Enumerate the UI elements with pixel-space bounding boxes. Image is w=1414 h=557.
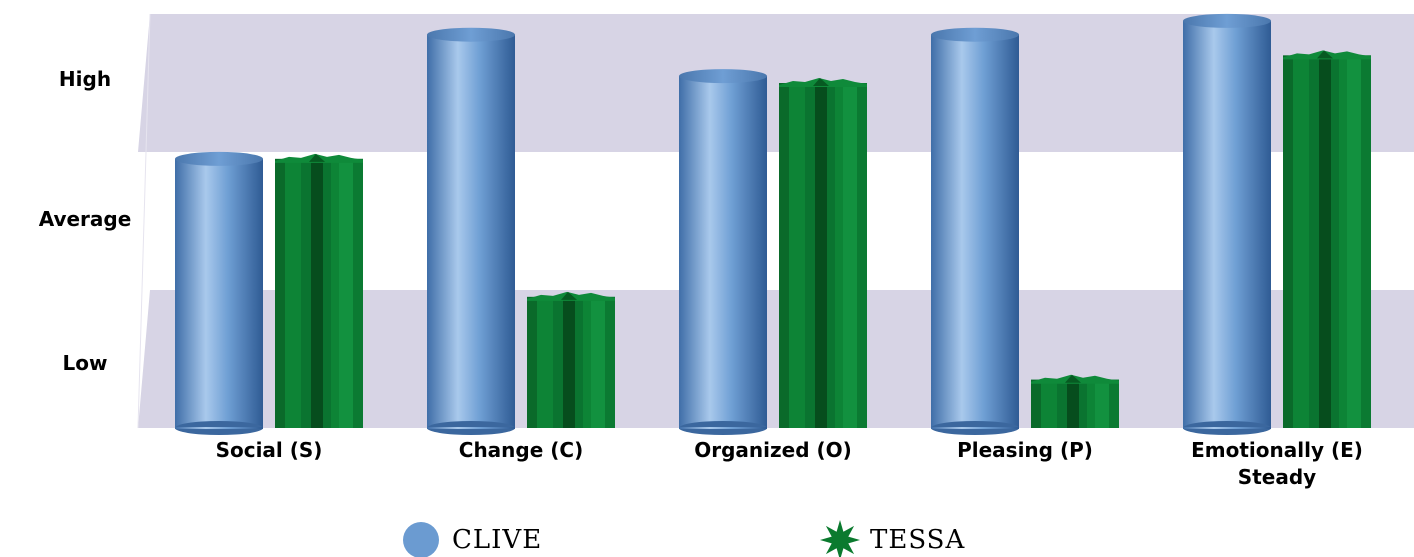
y-band-labels: Low Average High [39,67,132,375]
bar-tessa-3 [1031,374,1119,428]
band-edge [137,13,151,429]
bar-tessa-2 [779,78,867,428]
bar-clive-2 [679,69,767,435]
bar-clive-4 [1183,13,1271,435]
category-label-0: Social (S) [216,438,323,462]
legend-label-clive: CLIVE [452,525,542,555]
category-label-4: Emotionally (E) [1191,438,1363,462]
bar-tessa-1 [527,291,615,428]
legend-item-clive: CLIVE [403,522,542,557]
category-label-4-line1: Steady [1238,465,1316,489]
bar-tessa-0 [275,153,363,428]
category-label-3: Pleasing (P) [957,438,1093,462]
legend-label-tessa: TESSA [870,525,965,555]
category-label-1: Change (C) [459,438,583,462]
legend-circle-icon [403,522,439,557]
y-band-label-high: High [59,67,111,91]
category-labels: Social (S) Change (C) Organized (O) Pleasin… [216,438,1363,489]
bar-clive-1 [427,27,515,435]
legend-star-icon [820,520,860,557]
bar-clive-0 [175,151,263,435]
legend: CLIVE TESSA [403,520,965,557]
bar-tessa-4 [1283,50,1371,429]
y-band-label-low: Low [63,351,108,375]
legend-item-tessa: TESSA [820,520,965,557]
category-label-2: Organized (O) [694,438,852,462]
bars [175,13,1371,435]
bar-clive-3 [931,27,1019,435]
y-band-label-average: Average [39,207,132,231]
